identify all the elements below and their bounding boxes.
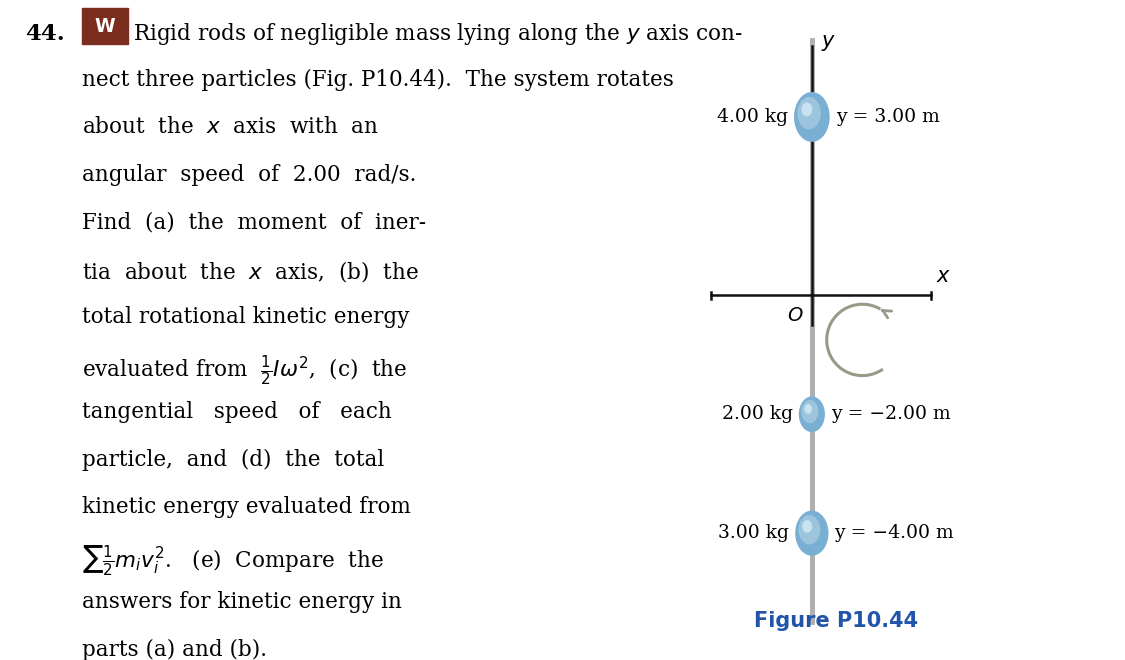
- Text: nect three particles (Fig. P10.44).  The system rotates: nect three particles (Fig. P10.44). The …: [82, 69, 674, 90]
- Text: evaluated from  $\frac{1}{2}I\omega^2$,  (c)  the: evaluated from $\frac{1}{2}I\omega^2$, (…: [82, 354, 407, 389]
- Ellipse shape: [802, 520, 812, 533]
- Text: tia  about  the  $x$  axis,  (b)  the: tia about the $x$ axis, (b) the: [82, 259, 418, 284]
- Text: 4.00 kg: 4.00 kg: [717, 108, 789, 126]
- Ellipse shape: [801, 102, 812, 116]
- Text: tangential   speed   of   each: tangential speed of each: [82, 401, 393, 423]
- Text: $O$: $O$: [786, 307, 803, 325]
- Text: Find  (a)  the  moment  of  iner-: Find (a) the moment of iner-: [82, 211, 426, 233]
- Text: $\sum\frac{1}{2}m_iv_i^2$.   (e)  Compare  the: $\sum\frac{1}{2}m_iv_i^2$. (e) Compare t…: [82, 544, 385, 578]
- Text: total rotational kinetic energy: total rotational kinetic energy: [82, 306, 410, 328]
- Ellipse shape: [799, 515, 820, 544]
- Ellipse shape: [795, 511, 828, 556]
- Ellipse shape: [798, 97, 821, 129]
- Text: 2.00 kg: 2.00 kg: [722, 405, 793, 423]
- Text: y = −4.00 m: y = −4.00 m: [835, 524, 954, 542]
- Text: $y$: $y$: [821, 32, 836, 53]
- Text: 3.00 kg: 3.00 kg: [719, 524, 790, 542]
- Ellipse shape: [794, 92, 830, 142]
- Text: y = 3.00 m: y = 3.00 m: [836, 108, 939, 126]
- Text: Rigid rods of negligible mass lying along the $y$ axis con-: Rigid rods of negligible mass lying alon…: [133, 21, 742, 47]
- Text: Figure P10.44: Figure P10.44: [754, 611, 918, 631]
- Text: kinetic energy evaluated from: kinetic energy evaluated from: [82, 496, 412, 518]
- Text: y = −2.00 m: y = −2.00 m: [831, 405, 951, 423]
- Text: $x$: $x$: [936, 267, 951, 286]
- Text: answers for kinetic energy in: answers for kinetic energy in: [82, 591, 403, 613]
- Text: 44.: 44.: [25, 23, 65, 45]
- Text: particle,  and  (d)  the  total: particle, and (d) the total: [82, 449, 385, 471]
- Text: angular  speed  of  2.00  rad/s.: angular speed of 2.00 rad/s.: [82, 164, 416, 185]
- FancyBboxPatch shape: [82, 8, 128, 44]
- Text: parts (a) and (b).: parts (a) and (b).: [82, 639, 268, 660]
- Ellipse shape: [799, 397, 825, 432]
- Ellipse shape: [804, 404, 812, 414]
- Text: about  the  $x$  axis  with  an: about the $x$ axis with an: [82, 116, 379, 138]
- Ellipse shape: [801, 400, 818, 423]
- Text: W: W: [94, 16, 116, 36]
